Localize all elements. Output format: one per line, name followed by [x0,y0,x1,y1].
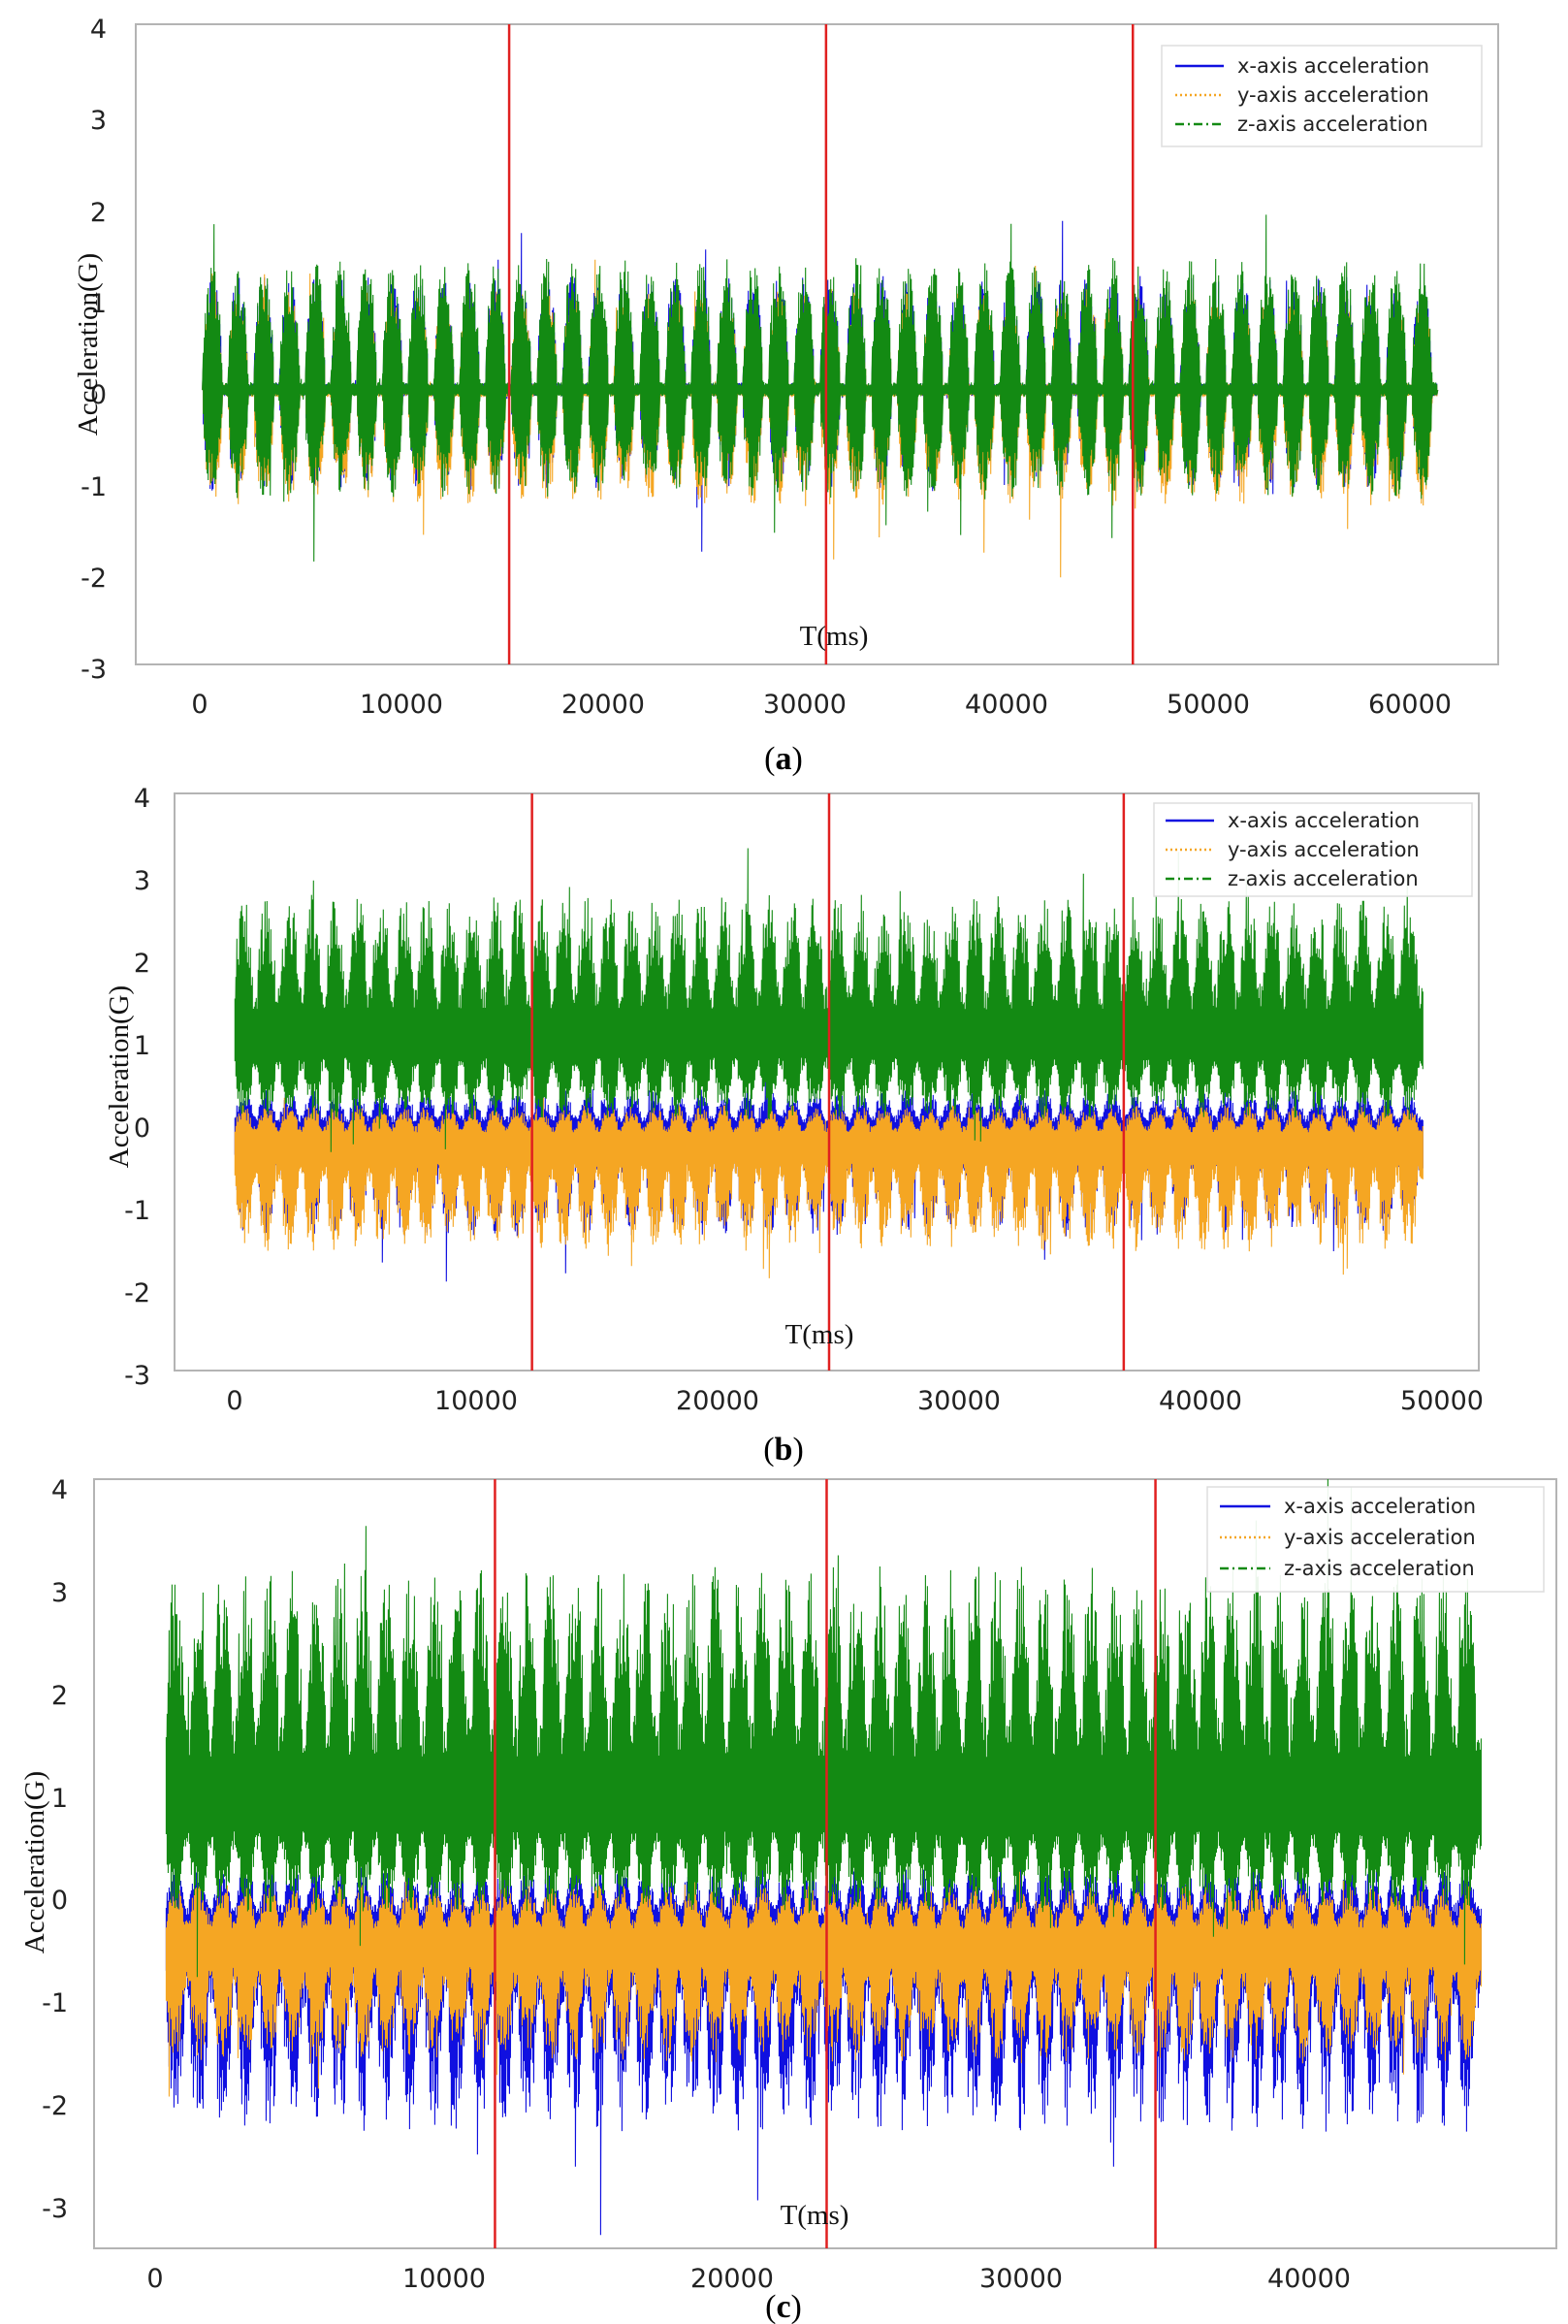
y-tick-labels-b: 4 3 2 1 0 -1 -2 -3 [124,784,150,1391]
x-axis-title: T(ms) [800,621,869,652]
x-tick-label: 20000 [561,690,645,720]
y-tick-label: 3 [90,106,107,136]
y-tick-label: -3 [42,2194,68,2224]
caption-c: (c) [765,2289,802,2324]
x-tick-label: 30000 [763,690,847,720]
chart-panel-c: 4 3 2 1 0 -1 -2 -3 0 10000 20000 30000 4… [19,1475,1557,2294]
marker-lines-c [494,1479,1157,2248]
x-tick-label: 10000 [434,1386,518,1416]
x-axis-title: T(ms) [781,2200,849,2231]
y-tick-label: -2 [124,1278,150,1308]
legend-label: x-axis acceleration [1228,809,1420,832]
y-tick-label: 2 [134,949,150,979]
chart-panel-b: 4 3 2 1 0 -1 -2 -3 0 10000 20000 30000 4… [104,784,1484,1416]
legend-label: y-axis acceleration [1284,1526,1476,1549]
y-tick-label: 0 [90,380,107,410]
legend-box [1206,1486,1545,1593]
x-tick-labels-a: 0 10000 20000 30000 40000 50000 60000 [191,690,1452,720]
legend-box [1153,802,1473,897]
y-tick-labels-a: 4 3 2 1 0 -1 -2 -3 [80,15,107,685]
x-tick-label: 40000 [1159,1386,1242,1416]
x-tick-label: 20000 [690,2264,774,2294]
y-tick-label: 4 [134,784,150,814]
series-line-z-axis [165,1479,1482,1978]
series-group-a [202,214,1439,578]
x-tick-label: 0 [191,690,208,720]
x-tick-label: 60000 [1368,690,1452,720]
series-line-y-axis [165,1861,1482,2097]
y-tick-label: 0 [51,1886,68,1916]
x-tick-label: 30000 [979,2264,1063,2294]
y-axis-title: Acceleration(G) [73,253,104,436]
y-tick-label: -3 [80,655,107,685]
x-tick-label: 50000 [1167,690,1250,720]
legend-b: x-axis acceleration y-axis acceleration … [1153,802,1473,897]
y-tick-labels-c: 4 3 2 1 0 -1 -2 -3 [42,1475,68,2224]
x-tick-labels-c: 0 10000 20000 30000 40000 [146,2264,1351,2294]
y-tick-label: -2 [42,2091,68,2121]
y-tick-label: -1 [124,1196,150,1226]
legend-label: z-axis acceleration [1284,1557,1475,1580]
legend-label: y-axis acceleration [1228,838,1420,861]
y-tick-label: 2 [51,1681,68,1711]
y-tick-label: 1 [134,1031,150,1061]
y-tick-label: 3 [51,1578,68,1608]
caption-b: (b) [763,1432,804,1468]
y-axis-title: Acceleration(G) [19,1771,50,1953]
y-tick-label: 1 [51,1784,68,1814]
x-axis-title: T(ms) [785,1319,854,1350]
y-axis-title: Acceleration(G) [104,985,135,1168]
y-tick-label: -1 [42,1988,68,2018]
y-tick-label: 2 [90,198,107,228]
legend-label: z-axis acceleration [1237,113,1428,136]
legend-a: x-axis acceleration y-axis acceleration … [1161,45,1483,147]
y-tick-label: 1 [90,289,107,319]
legend-label: x-axis acceleration [1237,54,1429,78]
y-tick-label: 0 [134,1114,150,1144]
y-tick-label: 4 [51,1475,68,1505]
y-tick-label: 3 [134,866,150,896]
x-tick-label: 40000 [965,690,1048,720]
x-tick-label: 10000 [360,690,443,720]
series-line-z-axis [202,214,1439,562]
x-tick-label: 50000 [1400,1386,1484,1416]
x-tick-label: 0 [146,2264,163,2294]
x-tick-label: 0 [226,1386,242,1416]
caption-a: (a) [764,741,803,777]
y-tick-label: 4 [90,15,107,45]
legend-label: x-axis acceleration [1284,1495,1476,1518]
chart-panel-a: 4 3 2 1 0 -1 -2 -3 0 10000 20000 30000 4… [73,15,1499,720]
marker-lines-b [530,793,1126,1371]
series-group-c [165,1479,1482,2236]
legend-label: z-axis acceleration [1228,867,1419,890]
x-tick-label: 40000 [1267,2264,1351,2294]
y-tick-label: -1 [80,472,107,502]
y-tick-label: -3 [124,1361,150,1391]
legend-label: y-axis acceleration [1237,83,1429,107]
x-tick-labels-b: 0 10000 20000 30000 40000 50000 [226,1386,1484,1416]
y-tick-label: -2 [80,564,107,594]
x-tick-label: 10000 [402,2264,486,2294]
marker-lines-a [507,24,1135,664]
legend-c: x-axis acceleration y-axis acceleration … [1206,1486,1545,1593]
x-tick-label: 30000 [917,1386,1001,1416]
x-tick-label: 20000 [676,1386,759,1416]
